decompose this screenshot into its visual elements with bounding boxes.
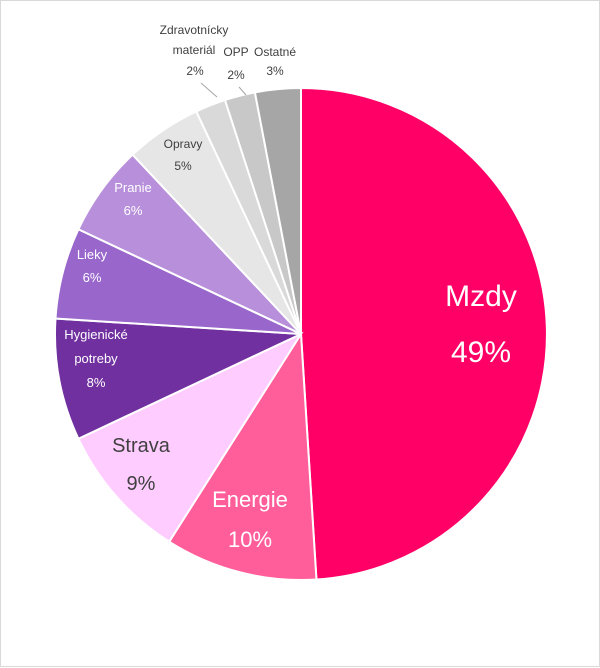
pie-slice-3 bbox=[77, 331, 304, 544]
pie-slice-1 bbox=[300, 86, 548, 581]
slice-value-4: 8% bbox=[87, 375, 106, 390]
slice-label-6: Pranie bbox=[114, 180, 152, 195]
slice-label-9: OPP bbox=[223, 45, 248, 59]
slice-value-2: 10% bbox=[228, 527, 272, 552]
slice-value-6: 6% bbox=[124, 203, 143, 218]
leader-line-9 bbox=[238, 86, 247, 96]
slice-label-8: Zdravotnícky materiál bbox=[160, 23, 229, 57]
slice-value-3: 9% bbox=[127, 473, 156, 495]
pie-slice-4 bbox=[54, 317, 302, 441]
slice-value-9: 2% bbox=[227, 68, 245, 82]
slice-label-5: Lieky bbox=[77, 247, 108, 262]
slice-value-8: 2% bbox=[186, 64, 204, 78]
slice-label-10: Ostatné bbox=[254, 45, 296, 59]
slice-label-1: Mzdy bbox=[445, 280, 517, 313]
slice-value-10: 3% bbox=[266, 64, 284, 78]
slice-label-4: Hygienické potreby bbox=[64, 327, 128, 366]
slice-value-7: 5% bbox=[174, 159, 192, 173]
slice-value-5: 6% bbox=[83, 270, 102, 285]
leader-line-8 bbox=[200, 82, 218, 98]
pie-slice-10 bbox=[253, 86, 302, 335]
slice-label-3: Strava bbox=[112, 435, 171, 457]
pie-slice-2 bbox=[167, 330, 318, 581]
slice-label-7: Opravy bbox=[164, 137, 203, 151]
slice-value-1: 49% bbox=[451, 336, 511, 369]
slice-label-2: Energie bbox=[212, 487, 288, 512]
